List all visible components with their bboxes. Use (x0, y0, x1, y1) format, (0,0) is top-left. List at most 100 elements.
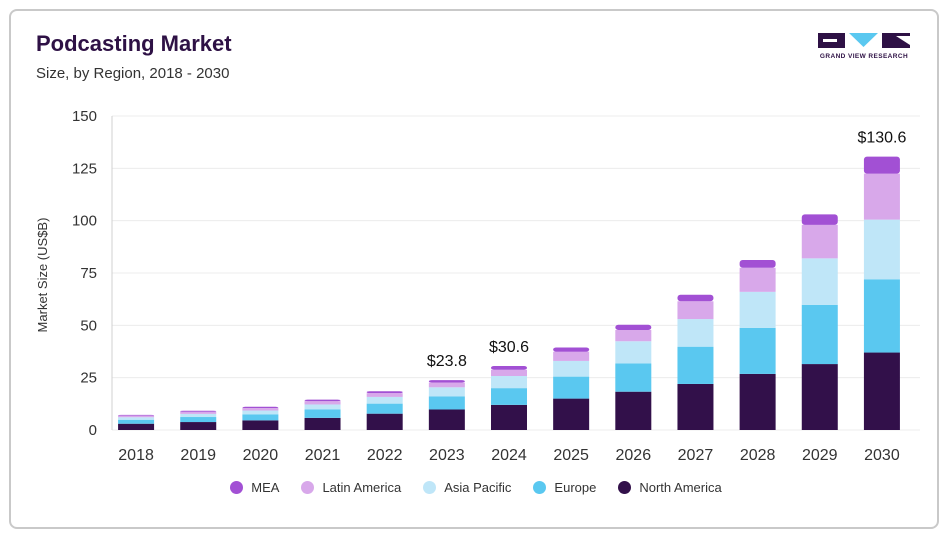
bar-mea-2023 (428, 380, 465, 383)
legend-label: North America (639, 480, 722, 495)
bar-latin-america-2020 (242, 408, 279, 411)
bar-asia-pacific-2026 (615, 341, 652, 364)
y-tick-label: 0 (89, 422, 97, 439)
bar-mea-2019 (180, 410, 217, 412)
bar-asia-pacific-2019 (180, 413, 217, 418)
legend-label: Latin America (322, 480, 402, 495)
bar-asia-pacific-2029 (801, 258, 838, 305)
x-tick-label: 2020 (243, 447, 279, 464)
bar-north-america-2026 (615, 391, 652, 430)
y-tick-label: 125 (72, 160, 97, 177)
bar-mea-2018 (118, 414, 155, 416)
chart-legend: MEA Latin America Asia Pacific Europe North … (0, 480, 952, 495)
bar-europe-2023 (428, 396, 465, 410)
bar-asia-pacific-2023 (428, 387, 465, 397)
bar-north-america-2027 (677, 383, 714, 430)
grand-view-research-logo (818, 33, 910, 48)
bar-mea-2024 (491, 365, 527, 370)
bar-asia-pacific-2024 (491, 375, 527, 389)
value-label-2023: $23.8 (427, 353, 467, 370)
x-tick-label: 2027 (678, 447, 714, 464)
bar-latin-america-2025 (553, 351, 590, 361)
bar-latin-america-2023 (428, 382, 465, 388)
bar-north-america-2019 (180, 422, 217, 430)
x-tick-label: 2019 (180, 447, 216, 464)
y-axis-label: Market Size (US$B) (35, 218, 50, 333)
x-tick-label: 2018 (118, 447, 154, 464)
x-tick-label: 2025 (553, 447, 589, 464)
legend-item-latin-america: Latin America (301, 480, 401, 495)
bar-asia-pacific-2025 (553, 360, 590, 377)
bar-europe-2024 (491, 388, 527, 405)
bar-north-america-2030 (863, 352, 900, 430)
bar-north-america-2029 (801, 364, 838, 430)
bar-europe-2030 (863, 279, 900, 353)
legend-item-asia-pacific: Asia Pacific (423, 480, 511, 495)
bar-latin-america-2022 (366, 393, 403, 397)
bar-north-america-2022 (366, 413, 403, 430)
x-tick-label: 2029 (802, 447, 838, 464)
y-tick-label: 75 (80, 265, 97, 282)
value-label-2024: $30.6 (489, 339, 529, 356)
bar-mea-2025 (553, 347, 590, 352)
bar-north-america-2025 (553, 398, 590, 430)
bar-asia-pacific-2022 (366, 396, 403, 404)
bar-asia-pacific-2020 (242, 410, 279, 415)
bar-mea-2029 (801, 214, 838, 225)
legend-swatch (533, 481, 547, 494)
bar-asia-pacific-2028 (739, 291, 776, 328)
legend-swatch (301, 481, 315, 494)
x-tick-label: 2023 (429, 447, 465, 464)
bar-latin-america-2029 (801, 224, 838, 259)
chart-card (9, 9, 939, 529)
x-tick-label: 2026 (616, 447, 652, 464)
bar-north-america-2028 (739, 373, 776, 430)
chart-title: Podcasting Market (36, 31, 232, 56)
bar-europe-2028 (739, 327, 776, 374)
bar-north-america-2024 (491, 404, 527, 430)
bar-asia-pacific-2027 (677, 319, 714, 347)
x-tick-label: 2024 (491, 447, 527, 464)
bar-europe-2026 (615, 363, 652, 392)
y-tick-label: 100 (72, 213, 97, 230)
y-tick-label: 150 (72, 108, 97, 125)
legend-item-mea: MEA (230, 480, 279, 495)
bar-mea-2022 (366, 391, 403, 394)
bar-mea-2028 (739, 260, 776, 268)
legend-item-north-america: North America (618, 480, 722, 495)
legend-label: MEA (251, 480, 280, 495)
y-tick-label: 50 (80, 317, 97, 334)
bar-latin-america-2030 (863, 173, 900, 220)
bar-europe-2025 (553, 376, 590, 399)
bar-europe-2021 (304, 409, 341, 418)
bar-north-america-2023 (428, 409, 465, 430)
x-tick-label: 2021 (305, 447, 341, 464)
legend-swatch (423, 481, 437, 494)
bar-europe-2027 (677, 346, 714, 384)
x-tick-label: 2022 (367, 447, 403, 464)
legend-item-europe: Europe (533, 480, 596, 495)
chart-subtitle: Size, by Region, 2018 - 2030 (36, 65, 230, 82)
legend-label: Asia Pacific (444, 480, 512, 495)
bar-latin-america-2024 (491, 369, 527, 376)
legend-label: Europe (554, 480, 597, 495)
bar-latin-america-2027 (677, 301, 714, 320)
bar-north-america-2018 (118, 423, 155, 430)
bar-north-america-2021 (304, 417, 341, 430)
bar-europe-2020 (242, 414, 279, 421)
x-tick-label: 2028 (740, 447, 776, 464)
bar-latin-america-2019 (180, 411, 217, 414)
bar-asia-pacific-2030 (863, 219, 900, 280)
bar-europe-2029 (801, 304, 838, 365)
bar-latin-america-2026 (615, 329, 652, 342)
bar-latin-america-2021 (304, 401, 341, 405)
bar-latin-america-2028 (739, 267, 776, 292)
x-tick-label: 2030 (864, 447, 900, 464)
bar-north-america-2020 (242, 420, 279, 430)
bar-mea-2027 (677, 294, 714, 302)
bar-latin-america-2018 (118, 415, 155, 418)
bar-mea-2030 (863, 156, 900, 174)
legend-swatch (618, 481, 632, 494)
bar-asia-pacific-2018 (118, 417, 155, 420)
